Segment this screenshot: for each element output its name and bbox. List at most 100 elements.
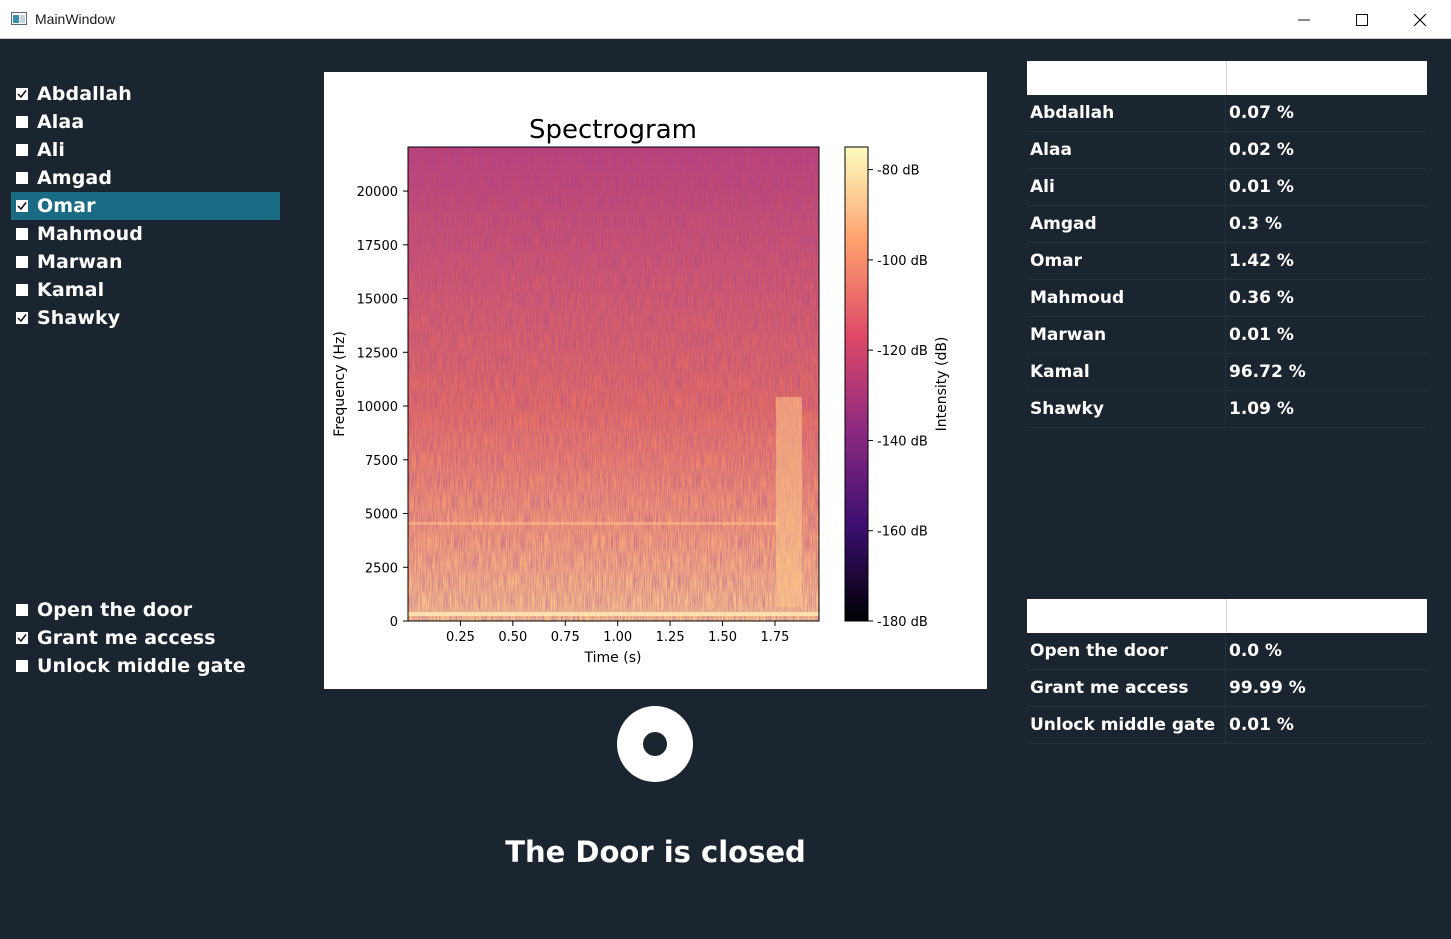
checklist-item[interactable]: Alaa (11, 108, 280, 136)
table-row: Kamal 96.72 % (1027, 354, 1427, 391)
table-row: Omar 1.42 % (1027, 243, 1427, 280)
table-row: Abdallah 0.07 % (1027, 95, 1427, 132)
name-cell: Open the door (1027, 633, 1226, 669)
checklist-item-label: Mahmoud (37, 223, 143, 245)
table-row: Unlock middle gate 0.01 % (1027, 707, 1427, 744)
spectrogram-svg: Spectrogram 0.25 0.50 0.75 1.00 1.25 1.50 1.75… (332, 115, 950, 666)
table-header (1027, 599, 1427, 633)
probability-cell: 0.0 % (1229, 641, 1283, 661)
checklist-item[interactable]: Grant me access (11, 624, 280, 652)
probability-cell: 96.72 % (1229, 362, 1306, 382)
y-tick-label: 17500 (357, 239, 398, 254)
checkbox-checked[interactable] (16, 632, 28, 644)
y-tick-label: 15000 (357, 293, 398, 308)
name-cell: Grant me access (1027, 670, 1226, 706)
maximize-button[interactable] (1333, 0, 1391, 39)
chart-title: Spectrogram (529, 115, 697, 145)
checklist-item-label: Kamal (37, 279, 105, 301)
y-tick-label: 0 (390, 615, 398, 630)
checkmark-icon (17, 634, 27, 643)
checklist-item[interactable]: Amgad (11, 164, 280, 192)
colorbar-tick-label: -180 dB (877, 615, 928, 630)
checkbox-checked[interactable] (16, 200, 28, 212)
checklist-item-label: Ali (37, 139, 66, 161)
y-tick-label: 20000 (357, 185, 398, 200)
checkmark-icon (17, 314, 27, 323)
probability-cell: 0.01 % (1229, 715, 1294, 735)
checkbox-unchecked[interactable] (16, 144, 28, 156)
phrase-checklist: Open the door Grant me access Unlock middl… (11, 596, 280, 680)
close-icon (1413, 13, 1427, 27)
minimize-button[interactable] (1275, 0, 1333, 39)
table-row: Grant me access 99.99 % (1027, 670, 1427, 707)
probability-cell: 0.01 % (1229, 325, 1294, 345)
checklist-item[interactable]: Mahmoud (11, 220, 280, 248)
probability-cell: 0.01 % (1229, 177, 1294, 197)
x-axis-label: Time (s) (584, 650, 642, 666)
table-row: Marwan 0.01 % (1027, 317, 1427, 354)
name-cell: Kamal (1027, 354, 1226, 390)
table-row: Amgad 0.3 % (1027, 206, 1427, 243)
checklist-item[interactable]: Abdallah (11, 80, 280, 108)
checkbox-unchecked[interactable] (16, 604, 28, 616)
checklist-item[interactable]: Unlock middle gate (11, 652, 280, 680)
colorbar-ticks: -80 dB -100 dB -120 dB -140 dB -160 dB -180 d… (868, 164, 928, 630)
window-title: MainWindow (35, 11, 116, 27)
header-cell-value (1227, 599, 1428, 633)
checklist-item-label: Marwan (37, 251, 123, 273)
checklist-item-label: Abdallah (37, 83, 132, 105)
colorbar-tick-label: -100 dB (877, 254, 928, 269)
table-header (1027, 61, 1427, 95)
checklist-item[interactable]: Open the door (11, 596, 280, 624)
checklist-item-label: Shawky (37, 307, 121, 329)
probability-cell: 0.3 % (1229, 214, 1283, 234)
probability-cell: 99.99 % (1229, 678, 1306, 698)
header-cell-name (1027, 599, 1227, 633)
speaker-probability-table: Abdallah 0.07 % Alaa 0.02 % Ali 0.01 % Amgad 0.… (1027, 61, 1427, 428)
checklist-item[interactable]: Kamal (11, 276, 280, 304)
checkbox-unchecked[interactable] (16, 660, 28, 672)
y-tick-label: 2500 (365, 561, 398, 576)
checkbox-unchecked[interactable] (16, 228, 28, 240)
maximize-icon (1356, 14, 1368, 26)
header-cell-value (1227, 61, 1428, 95)
spectrogram-chart: Spectrogram 0.25 0.50 0.75 1.00 1.25 1.50 1.75… (324, 72, 987, 689)
name-cell: Marwan (1027, 317, 1226, 353)
table-row: Ali 0.01 % (1027, 169, 1427, 206)
app-window-icon (11, 12, 27, 25)
close-button[interactable] (1391, 0, 1449, 39)
table-row: Open the door 0.0 % (1027, 633, 1427, 670)
colorbar-label: Intensity (dB) (934, 337, 950, 432)
y-tick-label: 10000 (357, 400, 398, 415)
checklist-item[interactable]: Shawky (11, 304, 280, 332)
title-bar: MainWindow (0, 0, 1451, 39)
checkbox-unchecked[interactable] (16, 284, 28, 296)
checkmark-icon (17, 90, 27, 99)
header-cell-name (1027, 61, 1227, 95)
checklist-item[interactable]: Ali (11, 136, 280, 164)
checklist-item-label: Omar (37, 195, 96, 217)
table-row: Mahmoud 0.36 % (1027, 280, 1427, 317)
checklist-item[interactable]: Omar (11, 192, 280, 220)
heatmap-noise (408, 147, 819, 621)
checklist-item-label: Open the door (37, 599, 193, 621)
x-tick-label: 0.50 (498, 630, 527, 645)
x-tick-label: 0.25 (446, 630, 475, 645)
checkbox-unchecked[interactable] (16, 172, 28, 184)
name-cell: Shawky (1027, 391, 1226, 427)
probability-cell: 1.09 % (1229, 399, 1294, 419)
x-tick-label: 1.50 (708, 630, 737, 645)
y-tick-label: 7500 (365, 454, 398, 469)
base-band (408, 612, 819, 616)
checkbox-checked[interactable] (16, 88, 28, 100)
checklist-item[interactable]: Marwan (11, 248, 280, 276)
checkbox-unchecked[interactable] (16, 116, 28, 128)
probability-cell: 0.36 % (1229, 288, 1294, 308)
checkbox-checked[interactable] (16, 312, 28, 324)
x-tick-label: 1.75 (760, 630, 789, 645)
record-icon (617, 706, 693, 782)
y-tick-label: 5000 (365, 508, 398, 523)
checkbox-unchecked[interactable] (16, 256, 28, 268)
name-cell: Abdallah (1027, 95, 1226, 131)
probability-cell: 1.42 % (1229, 251, 1294, 271)
